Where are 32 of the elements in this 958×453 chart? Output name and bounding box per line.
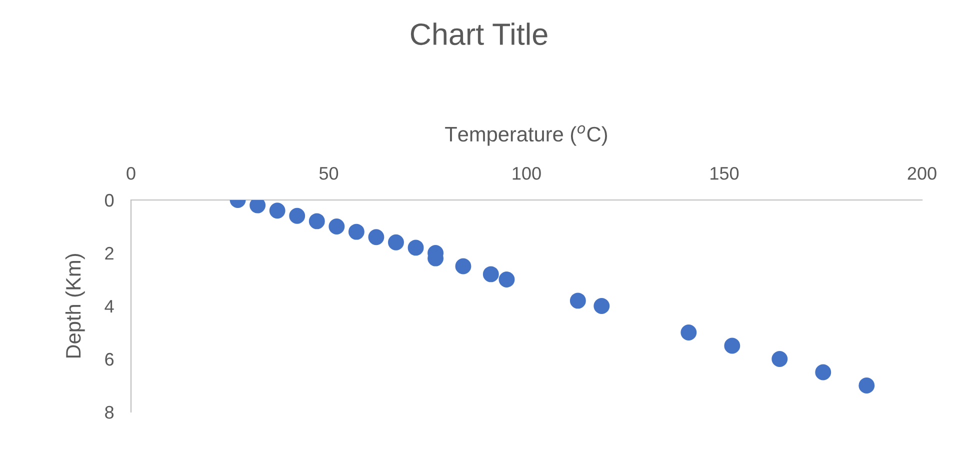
point — [594, 298, 610, 314]
point — [328, 218, 345, 234]
point — [455, 258, 472, 274]
point — [570, 292, 586, 309]
point — [269, 202, 286, 219]
y-tick-label: 2 — [105, 246, 114, 260]
x-tick-label: 200 — [908, 166, 936, 180]
chart-title: Chart Title — [410, 22, 548, 46]
point — [482, 266, 499, 282]
x-axis-title: Temperature ($^{o}$C) — [445, 125, 607, 146]
point — [772, 351, 788, 367]
point — [408, 240, 424, 256]
x-tick-label: 150 — [710, 166, 739, 180]
y-tick-label: 6 — [105, 352, 114, 366]
point — [368, 229, 384, 246]
y-axis-title: Depth (Km) — [65, 254, 85, 358]
point — [498, 272, 515, 288]
point — [858, 378, 875, 394]
y-tick-label: 4 — [104, 300, 114, 313]
point — [724, 338, 740, 354]
y-tick-label: 8 — [105, 406, 114, 419]
x-tick-label: 0 — [126, 166, 136, 180]
point — [680, 324, 697, 340]
x-tick-label: 50 — [319, 166, 338, 180]
point — [250, 200, 266, 214]
point — [388, 234, 404, 250]
point — [815, 364, 832, 380]
x-tick-label: 100 — [512, 166, 541, 180]
point — [308, 213, 325, 230]
point — [289, 208, 306, 224]
y-tick-label: 0 — [105, 194, 114, 207]
point — [348, 224, 364, 240]
